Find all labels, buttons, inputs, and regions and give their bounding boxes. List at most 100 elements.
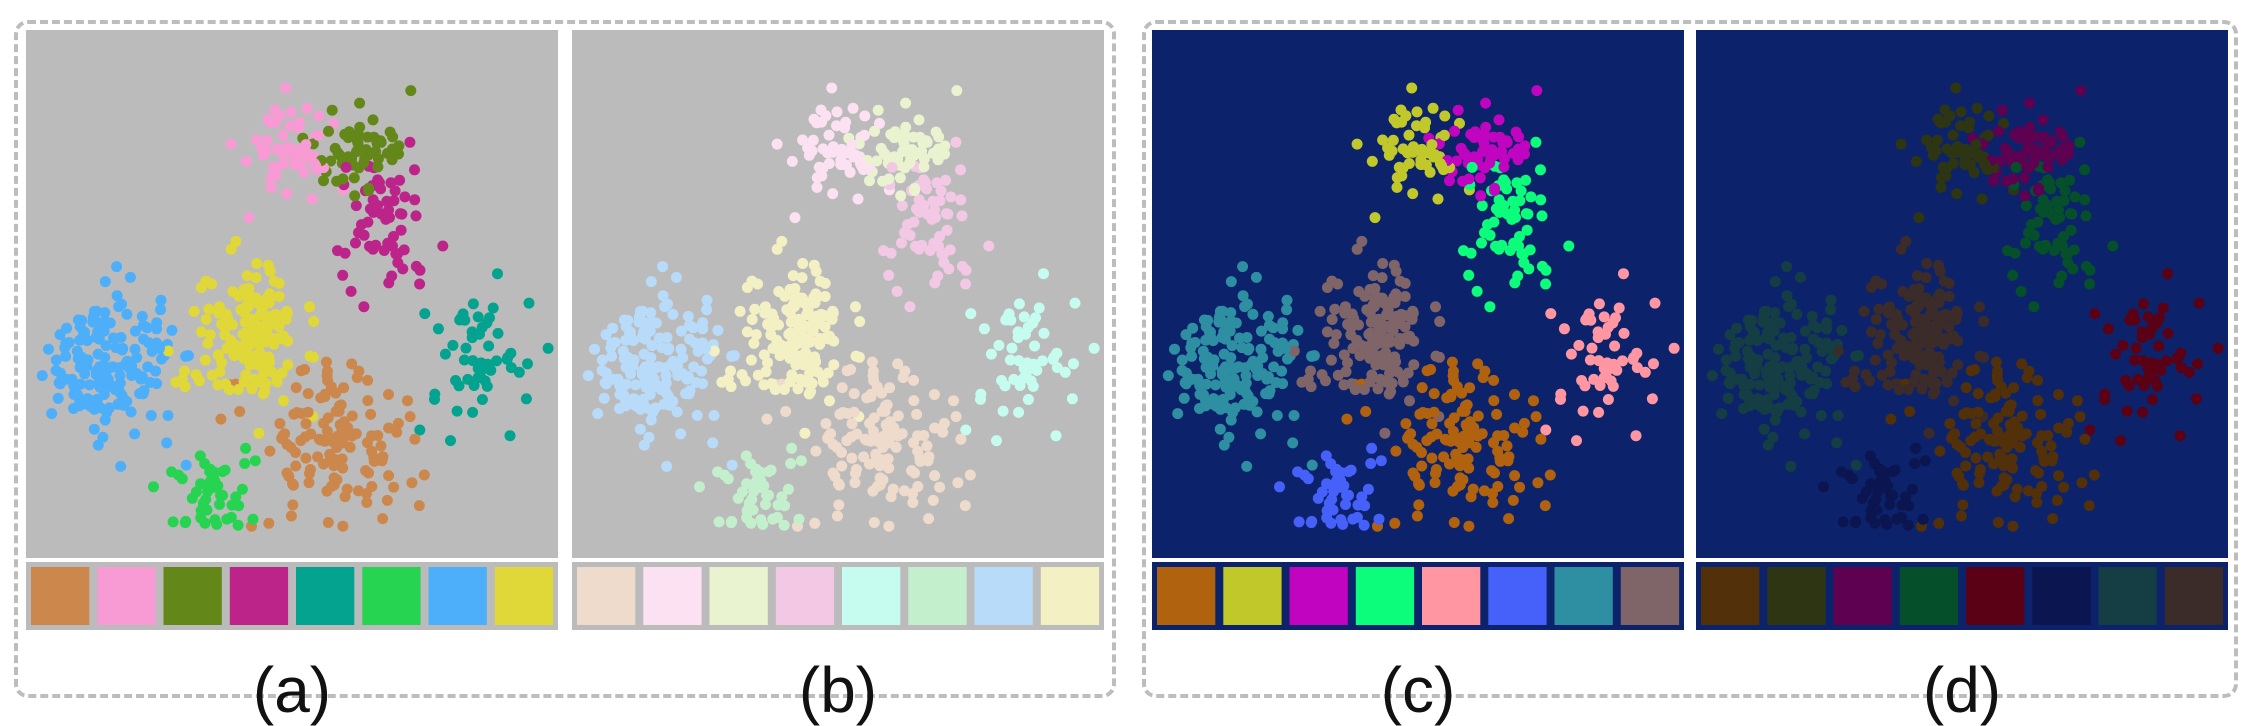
scatter-point: [144, 377, 156, 388]
scatter-point: [1630, 430, 1642, 442]
scatter-point: [859, 110, 871, 122]
scatter-point: [1831, 437, 1843, 449]
scatter-point: [1390, 288, 1402, 300]
scatter-point: [952, 477, 964, 489]
scatter-point: [1456, 387, 1468, 399]
scatter-point: [1506, 213, 1518, 225]
scatter-point: [762, 318, 774, 330]
panel-label-d: (d): [1922, 654, 2002, 726]
scatter-point: [847, 148, 858, 160]
scatter-point: [97, 431, 109, 443]
scatter-point: [978, 323, 990, 335]
scatter-point: [375, 440, 387, 452]
scatter-point: [1545, 308, 1557, 320]
scatter-point: [1361, 304, 1373, 316]
scatter-point: [639, 333, 651, 345]
scatter-point: [254, 296, 266, 308]
scatter-point: [868, 517, 880, 528]
scatter-point: [1325, 354, 1337, 366]
scatter-point: [1279, 343, 1291, 354]
scatter-point: [759, 301, 771, 313]
scatter-point: [206, 369, 218, 381]
scatter-point: [1969, 431, 1981, 443]
scatter-point: [745, 458, 757, 470]
scatter-point: [1821, 317, 1833, 329]
scatter-point: [1825, 294, 1837, 306]
scatter-point: [904, 301, 916, 313]
scatter-point: [1957, 479, 1969, 491]
scatter-point: [148, 481, 159, 493]
scatter-point: [1996, 104, 2008, 116]
palette-swatch: [1488, 567, 1547, 625]
scatter-point: [1371, 355, 1383, 367]
scatter-point: [394, 208, 406, 220]
scatter-point: [387, 131, 399, 143]
scatter-point: [413, 500, 425, 512]
scatter-point: [1904, 406, 1916, 417]
scatter-point: [225, 138, 237, 150]
scatter-point: [273, 321, 285, 333]
scatter-point: [2155, 364, 2167, 376]
scatter-point: [1738, 377, 1750, 389]
scatter-point: [1939, 104, 1951, 116]
scatter-point: [1849, 381, 1861, 393]
scatter-point: [1432, 193, 1444, 205]
scatter-point: [1925, 309, 1936, 321]
scatter-point: [748, 337, 760, 349]
scatter-point: [2036, 481, 2048, 492]
scatter-point: [1769, 276, 1781, 288]
scatter-point: [1876, 278, 1888, 290]
scatter-point: [1517, 426, 1529, 438]
scatter-point: [1970, 418, 1982, 430]
scatter-point: [745, 354, 757, 366]
scatter-point: [2015, 285, 2027, 297]
scatter-point: [885, 491, 897, 503]
scatter-point: [1906, 483, 1918, 495]
scatter-point: [1825, 304, 1837, 316]
scatter-point: [1430, 350, 1442, 362]
scatter-point: [1898, 350, 1910, 362]
scatter-point: [1887, 489, 1898, 501]
scatter-point: [1869, 458, 1881, 470]
scatter-point: [944, 244, 956, 256]
scatter-point: [1228, 373, 1240, 385]
scatter-point: [352, 136, 363, 148]
scatter-point: [975, 388, 987, 400]
scatter-point: [900, 97, 912, 109]
scatter-point: [350, 200, 362, 212]
scatter-point: [896, 200, 908, 212]
scatter-point: [1189, 337, 1201, 348]
scatter-point: [769, 384, 781, 396]
scatter-point: [1943, 321, 1955, 333]
scatter-point: [784, 340, 795, 352]
scatter-point: [846, 418, 858, 430]
scatter-point: [2022, 136, 2033, 148]
scatter-point: [1890, 308, 1902, 320]
scatter-point: [1444, 175, 1455, 187]
scatter-point: [1242, 298, 1253, 310]
scatter-point: [786, 442, 798, 454]
scatter-point: [240, 369, 252, 381]
scatter-point: [1404, 330, 1416, 342]
scatter-point: [672, 370, 684, 381]
scatter-point: [643, 431, 655, 443]
scatter-point: [1993, 125, 2004, 137]
scatter-point: [2084, 424, 2096, 436]
scatter-point: [807, 134, 819, 146]
scatter-point: [1329, 303, 1341, 315]
scatter-point: [2079, 194, 2091, 206]
scatter-point: [180, 515, 192, 527]
scatter-point: [1335, 475, 1347, 486]
scatter-point: [1960, 460, 1972, 472]
scatter-point: [277, 129, 289, 141]
scatter-point: [645, 276, 657, 288]
palette-swatch: [1701, 567, 1760, 625]
scatter-point: [450, 375, 462, 386]
scatter-point: [1216, 365, 1228, 377]
scatter-point: [1885, 413, 1897, 425]
scatter-point: [1262, 310, 1274, 322]
scatter-point: [383, 204, 395, 216]
scatter-point: [68, 403, 79, 414]
scatter-point: [1988, 175, 1999, 187]
scatter-point: [2120, 375, 2132, 386]
